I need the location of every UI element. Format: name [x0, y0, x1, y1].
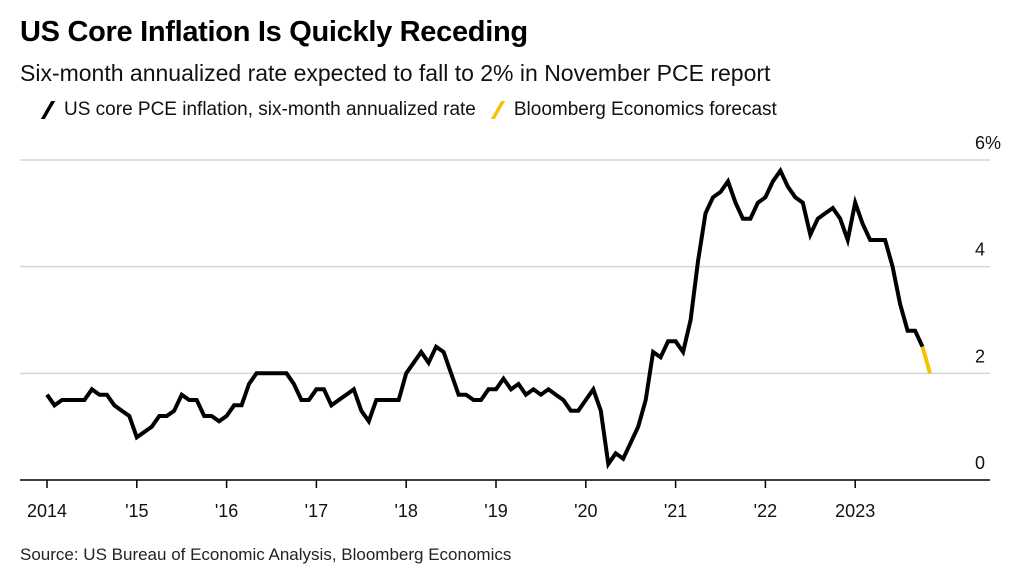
y-tick-label-2: 4 — [975, 240, 985, 260]
source-note: Source: US Bureau of Economic Analysis, … — [20, 545, 512, 564]
x-tick-label-5: '19 — [484, 501, 507, 521]
x-tick-label-1: '15 — [125, 501, 148, 521]
x-tick-label-8: '22 — [754, 501, 777, 521]
x-tick-label-0: 2014 — [27, 501, 67, 521]
series-line-forecast — [920, 346, 932, 374]
legend-item-forecast: Bloomberg Economics forecast — [490, 99, 777, 121]
x-tick-label-4: '18 — [394, 501, 417, 521]
legend-label-forecast: Bloomberg Economics forecast — [513, 99, 777, 120]
series-line-core-pce — [45, 166, 925, 470]
legend-label-core-pce: US core PCE inflation, six-month annuali… — [64, 99, 476, 120]
y-tick-label-0: 0 — [975, 453, 985, 473]
x-tick-label-7: '21 — [664, 501, 687, 521]
y-tick-label-3: 6% — [975, 133, 1001, 153]
legend-item-core-pce: US core PCE inflation, six-month annuali… — [40, 99, 476, 121]
x-tick-label-2: '16 — [215, 501, 238, 521]
x-tick-label-6: '20 — [574, 501, 597, 521]
chart-subtitle: Six-month annualized rate expected to fa… — [20, 60, 771, 86]
y-tick-label-1: 2 — [975, 346, 985, 366]
legend: US core PCE inflation, six-month annuali… — [40, 99, 797, 121]
chart-title: US Core Inflation Is Quickly Receding — [20, 16, 528, 48]
x-tick-label-3: '17 — [305, 501, 328, 521]
x-tick-label-9: 2023 — [835, 501, 875, 521]
